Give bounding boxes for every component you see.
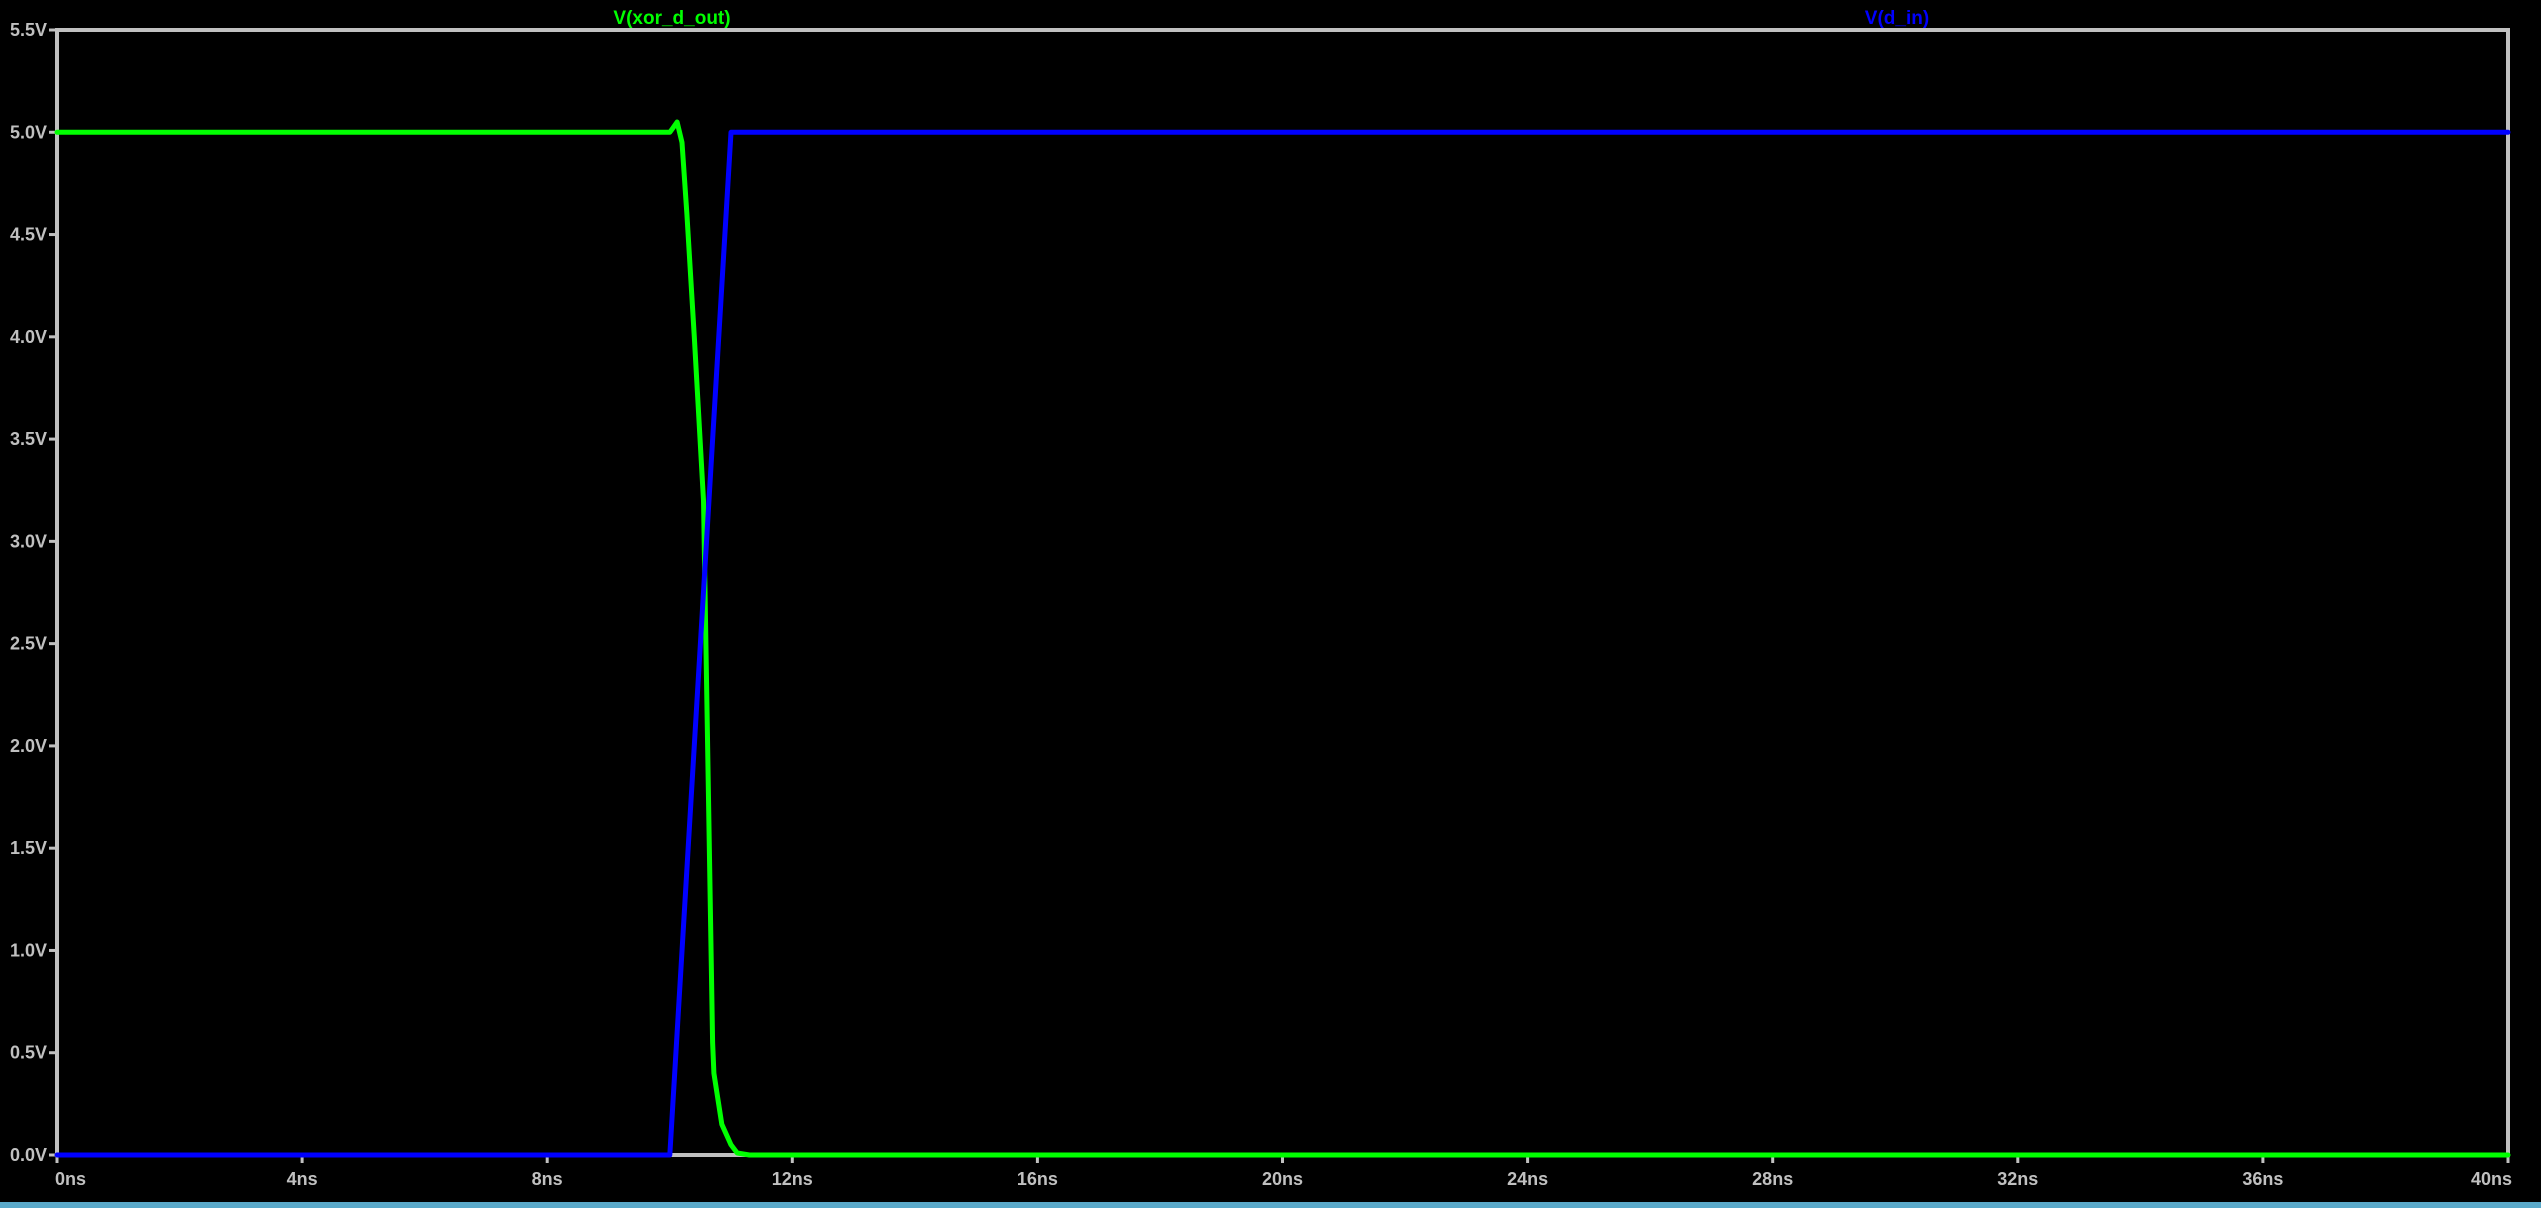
y-tick-label: 3.0V — [10, 531, 47, 551]
y-tick-label: 3.5V — [10, 429, 47, 449]
x-tick-label: 32ns — [1997, 1169, 2038, 1189]
y-tick-label: 4.5V — [10, 225, 47, 245]
x-tick-label: 8ns — [532, 1169, 563, 1189]
trace-line-v-d-in[interactable] — [54, 129, 2511, 1158]
y-tick-label: 0.0V — [10, 1145, 47, 1165]
y-tick-label: 5.0V — [10, 122, 47, 142]
y-axis: 0.0V 0.5V 1.0V 1.5V 2.0V 2.5V 3.0V 3.5V 4.0V 4.5V… — [10, 20, 57, 1165]
y-tick-label: 2.5V — [10, 634, 47, 654]
y-tick-label: 1.5V — [10, 838, 47, 858]
y-tick-label: 1.0V — [10, 940, 47, 960]
x-axis: 0ns 4ns 8ns 12ns 16ns 20ns 24ns 28ns 32ns 36ns 40n… — [55, 1155, 2512, 1189]
x-tick-label: 20ns — [1262, 1169, 1303, 1189]
trace-label-v-d-in[interactable]: V(d_in) — [1865, 8, 1929, 29]
x-tick-label: 28ns — [1752, 1169, 1793, 1189]
trace-line-v-xor-d-out[interactable] — [54, 119, 2511, 1158]
x-tick-label: 40ns — [2471, 1169, 2512, 1189]
y-tick-label: 5.5V — [10, 20, 47, 40]
trace-group — [54, 119, 2511, 1158]
y-tick-label: 4.0V — [10, 327, 47, 347]
y-tick-label: 2.0V — [10, 736, 47, 756]
y-tick-label: 0.5V — [10, 1043, 47, 1063]
trace-labels: V(xor_d_out) V(d_in) — [613, 8, 1929, 29]
x-tick-label: 16ns — [1017, 1169, 1058, 1189]
x-tick-label: 0ns — [55, 1169, 86, 1189]
x-tick-label: 36ns — [2242, 1169, 2283, 1189]
trace-label-v-xor-d-out[interactable]: V(xor_d_out) — [613, 8, 730, 29]
x-tick-label: 12ns — [772, 1169, 813, 1189]
x-tick-label: 4ns — [287, 1169, 318, 1189]
plot-area[interactable] — [55, 28, 2510, 1157]
x-tick-label: 24ns — [1507, 1169, 1548, 1189]
window-bottom-border — [0, 1202, 2541, 1208]
